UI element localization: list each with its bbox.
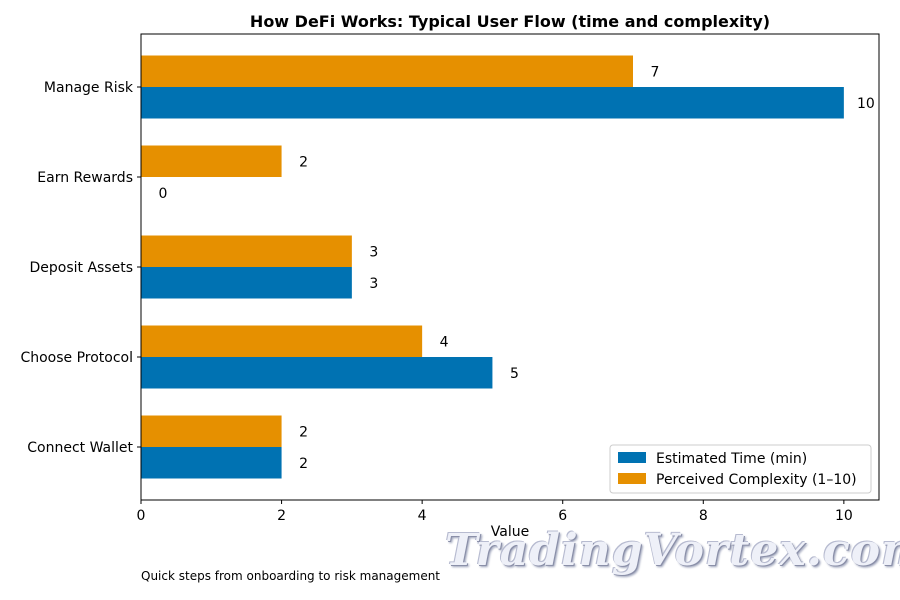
x-axis-label: Value xyxy=(491,524,529,540)
bar-value-label: 2 xyxy=(299,154,308,170)
watermark-logo: TradingVortex.com xyxy=(445,525,900,576)
y-tick-label: Deposit Assets xyxy=(29,260,133,276)
y-tick-label: Manage Risk xyxy=(44,80,134,96)
chart-caption: Quick steps from onboarding to risk mana… xyxy=(141,569,441,583)
x-tick-label: 10 xyxy=(835,508,853,524)
x-tick-label: 6 xyxy=(558,508,567,524)
bar-labels-layer: 2 2 5 4 3 3 0 2 10 7 xyxy=(159,64,875,472)
chart-title: How DeFi Works: Typical User Flow (time … xyxy=(249,12,771,31)
legend-swatch xyxy=(618,473,646,484)
legend-label: Perceived Complexity (1–10) xyxy=(656,472,857,488)
bar xyxy=(141,415,282,447)
bar-value-label: 3 xyxy=(369,276,378,292)
bar xyxy=(141,325,423,357)
y-axis: Connect Wallet Choose Protocol Deposit Ass… xyxy=(20,80,141,456)
bars-layer xyxy=(141,55,844,479)
bar xyxy=(141,145,282,177)
bar-value-label: 2 xyxy=(299,456,308,472)
bar xyxy=(141,235,352,267)
x-tick-label: 2 xyxy=(277,508,286,524)
legend: Estimated Time (min) Perceived Complexity… xyxy=(609,444,872,494)
plot-frame xyxy=(140,33,880,501)
bar-value-label: 3 xyxy=(369,244,378,260)
legend-label: Estimated Time (min) xyxy=(656,451,807,467)
y-tick-label: Choose Protocol xyxy=(20,350,133,366)
bar xyxy=(141,267,352,299)
bar-value-label: 5 xyxy=(510,366,519,382)
y-tick-label: Earn Rewards xyxy=(37,170,133,186)
bar xyxy=(141,87,844,119)
bar-value-label: 0 xyxy=(159,186,168,202)
bar xyxy=(141,357,493,389)
bar-value-label: 7 xyxy=(651,64,660,80)
x-tick-label: 8 xyxy=(699,508,708,524)
legend-box xyxy=(609,444,872,494)
legend-swatch xyxy=(618,452,646,463)
x-tick-label: 0 xyxy=(137,508,146,524)
bar xyxy=(141,55,633,87)
x-tick-label: 4 xyxy=(418,508,427,524)
bar-value-label: 4 xyxy=(440,334,449,350)
bar xyxy=(141,447,282,479)
bar-value-label: 10 xyxy=(857,96,875,112)
x-axis: 0 2 4 6 8 10 xyxy=(137,500,853,524)
y-tick-label: Connect Wallet xyxy=(27,440,133,456)
bar-value-label: 2 xyxy=(299,424,308,440)
